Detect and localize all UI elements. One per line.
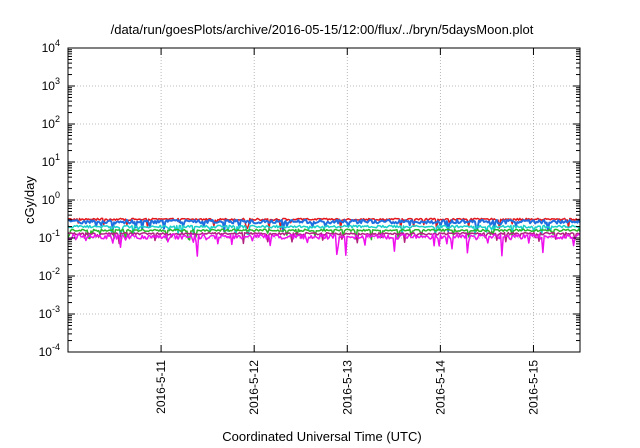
y-tick-label: 10-2 xyxy=(39,266,60,283)
grid xyxy=(68,48,580,352)
series-line xyxy=(67,231,581,245)
y-tick-label: 103 xyxy=(42,76,60,93)
x-tick-label: 2016-5-12 xyxy=(247,360,261,415)
y-axis-label: cGy/day xyxy=(22,176,37,224)
series-line xyxy=(67,233,581,257)
x-tick-label: 2016-5-13 xyxy=(340,360,354,415)
y-tick-label: 10-4 xyxy=(39,342,60,359)
series-line xyxy=(67,228,581,241)
x-axis-label: Coordinated Universal Time (UTC) xyxy=(222,429,421,444)
x-tick-label: 2016-5-11 xyxy=(154,360,168,414)
chart-title: /data/run/goesPlots/archive/2016-05-15/1… xyxy=(111,22,534,37)
y-tick-label: 101 xyxy=(42,152,60,169)
y-tick-label: 100 xyxy=(42,190,60,207)
y-tick-label: 102 xyxy=(42,114,60,131)
axis-ticks: 10-4 10-3 10-2 10-1 100 101 102 103 104 2016-5-11… xyxy=(39,38,580,415)
x-tick-label: 2016-5-14 xyxy=(433,360,447,415)
series-group xyxy=(67,217,581,257)
series-line xyxy=(67,217,581,230)
y-tick-label: 104 xyxy=(42,38,60,55)
y-tick-label: 10-3 xyxy=(39,304,60,321)
x-tick-label: 2016-5-15 xyxy=(526,360,540,415)
y-tick-label: 10-1 xyxy=(39,228,60,245)
